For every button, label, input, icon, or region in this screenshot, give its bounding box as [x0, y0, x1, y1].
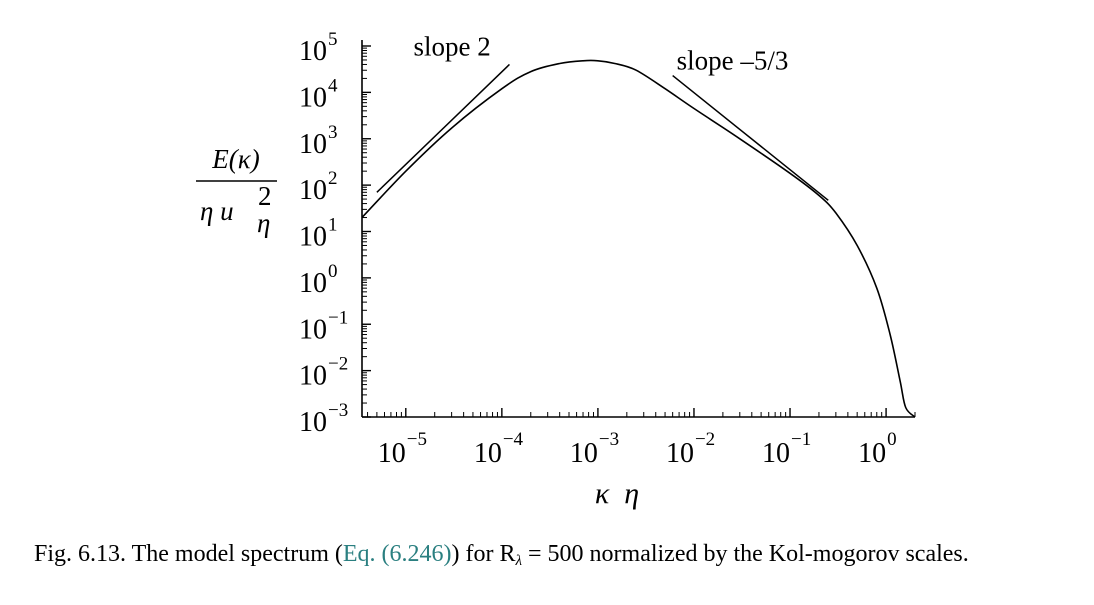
y-tick-label: 10 5: [299, 29, 338, 67]
series-layer: [361, 59, 916, 418]
y-tick-base: 10: [299, 268, 327, 299]
spectrum-curve: [361, 59, 916, 418]
y-axis-label: E(κ) η u 2 η: [196, 144, 277, 238]
y-tick-label: 10 −1: [299, 307, 348, 345]
y-tick-base: 10: [299, 175, 327, 206]
y-axis-label-sub: η: [257, 208, 270, 238]
y-tick-exponent: 3: [328, 122, 338, 143]
y-axis-label-numerator: E(κ): [211, 144, 259, 174]
y-axis-label-sup: 2: [258, 181, 272, 211]
y-tick-exponent: 5: [328, 29, 338, 50]
figure-caption: Fig. 6.13. The model spectrum (Eq. (6.24…: [34, 540, 1084, 576]
caption-equation-link[interactable]: Eq. (6.246): [342, 541, 452, 567]
y-tick-label: 10 2: [299, 168, 338, 206]
y-tick-label: 10 1: [299, 215, 338, 253]
y-tick-base: 10: [299, 407, 327, 438]
y-tick-label: 10 0: [299, 261, 338, 299]
y-tick-base: 10: [299, 36, 327, 67]
x-axis-label: κ η: [595, 477, 639, 510]
x-tick-exponent: −2: [695, 429, 715, 450]
x-tick-base: 10: [474, 438, 502, 469]
x-tick-base: 10: [666, 438, 694, 469]
y-tick-exponent: 2: [328, 168, 338, 189]
y-tick-exponent: −1: [328, 307, 348, 328]
x-tick-exponent: 0: [887, 429, 897, 450]
caption-subscript: λ: [515, 553, 523, 569]
slope-minus-5-3-label: slope –5/3: [677, 46, 789, 76]
y-axis-label-denominator: η u: [200, 196, 234, 226]
y-tick-exponent: 1: [328, 215, 338, 236]
x-tick-label: 10 −3: [570, 429, 619, 469]
x-tick-exponent: −3: [599, 429, 619, 450]
reference-line: [376, 63, 510, 193]
caption-middle: ) for R: [451, 541, 516, 567]
x-tick-exponent: −1: [791, 429, 811, 450]
reference-line: [672, 75, 829, 201]
x-tick-exponent: −4: [503, 429, 524, 450]
x-tick-base: 10: [762, 438, 790, 469]
x-tick-label: 10 −5: [378, 429, 427, 469]
x-tick-label: 10 −2: [666, 429, 715, 469]
axes: [361, 40, 916, 418]
slope-2-label: slope 2: [413, 31, 490, 61]
y-tick-base: 10: [299, 314, 327, 345]
caption-prefix: Fig. 6.13. The model spectrum (: [34, 541, 343, 567]
y-tick-base: 10: [299, 82, 327, 113]
x-tick-labels: 10 −5 10 −4 10 −3 10 −2 10 −1 10 0: [378, 429, 897, 469]
x-tick-base: 10: [378, 438, 406, 469]
y-tick-exponent: −3: [328, 400, 348, 421]
y-tick-base: 10: [299, 222, 327, 253]
y-tick-label: 10 −2: [299, 354, 348, 392]
y-tick-base: 10: [299, 361, 327, 392]
y-tick-label: 10 −3: [299, 400, 348, 438]
x-tick-base: 10: [858, 438, 886, 469]
x-tick-label: 10 0: [858, 429, 897, 469]
x-tick-exponent: −5: [407, 429, 427, 450]
x-tick-label: 10 −4: [474, 429, 524, 469]
x-tick-base: 10: [570, 438, 598, 469]
y-tick-label: 10 3: [299, 122, 338, 160]
reference-lines: slope 2 slope –5/3: [376, 31, 829, 201]
y-tick-exponent: 4: [328, 75, 338, 96]
y-tick-exponent: 0: [328, 261, 338, 282]
caption-suffix: = 500 normalized by the Kol-mogorov scal…: [522, 541, 969, 567]
y-tick-base: 10: [299, 129, 327, 160]
y-tick-exponent: −2: [328, 354, 348, 375]
y-tick-label: 10 4: [299, 75, 338, 113]
x-tick-label: 10 −1: [762, 429, 811, 469]
